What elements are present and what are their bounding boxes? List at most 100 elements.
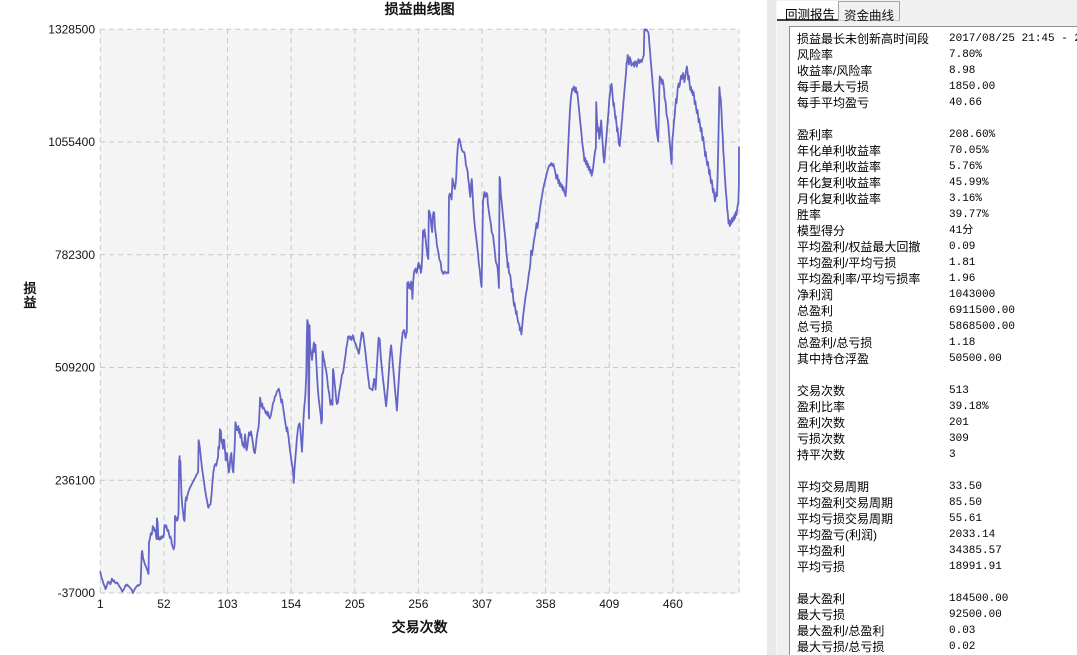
report-row: 盈利比率 39.18%: [790, 399, 1077, 415]
report-row-label: 最大亏损: [797, 608, 846, 622]
report-tabbar: 回测报告 资金曲线: [777, 0, 1077, 23]
report-row-value: 34385.57: [949, 545, 1002, 557]
pnl-curve-chart-panel: -37000 236100 509200 782300 1055400 1328500 1 5…: [23, 1, 740, 635]
y-tick-label: 1055400: [48, 135, 95, 149]
report-row-label: 每手平均盈亏: [797, 96, 870, 110]
report-row-label: 持平次数: [797, 448, 846, 462]
plot-area: [100, 29, 740, 594]
y-axis-label: 损: [23, 281, 36, 296]
report-row-value: 0.02: [949, 641, 976, 653]
report-row-label: 最大盈利: [797, 592, 846, 606]
report-row-value: 5.76%: [949, 161, 983, 173]
report-row-label: 风险率: [797, 48, 834, 62]
report-row: 月化单利收益率 5.76%: [790, 159, 1077, 175]
report-row-label: 总盈利/总亏损: [797, 336, 873, 350]
panel-splitter[interactable]: [766, 0, 777, 655]
report-row-separator: [790, 463, 1077, 479]
report-row-label: 亏损次数: [797, 432, 846, 446]
y-tick-label: 782300: [55, 248, 95, 262]
x-tick-label: 205: [345, 597, 365, 611]
report-row-separator: [790, 575, 1077, 591]
report-row-label: 净利润: [797, 288, 834, 302]
y-tick-label: 1328500: [48, 22, 95, 36]
report-row-label: 最大亏损/总亏损: [797, 640, 885, 654]
report-row-value: 41分: [949, 225, 974, 237]
report-row: 持平次数 3: [790, 447, 1077, 463]
report-row: 每手最大亏损 1850.00: [790, 79, 1077, 95]
y-tick-label: 236100: [55, 473, 95, 487]
report-row-value: 513: [949, 385, 969, 397]
report-row: 每手平均盈亏 40.66: [790, 95, 1077, 111]
x-tick-label: 154: [281, 597, 301, 611]
report-panel: 回测报告 资金曲线 损益最长未创新高时间段 2017/08/25 21:45 - …: [777, 0, 1077, 655]
x-tick-label: 460: [663, 597, 683, 611]
report-row: 平均盈亏(利润) 2033.14: [790, 527, 1077, 543]
report-row: 亏损次数 309: [790, 431, 1077, 447]
report-row: 月化复利收益率 3.16%: [790, 191, 1077, 207]
y-tick-label: 509200: [55, 361, 95, 375]
report-row-label: 年化复利收益率: [797, 176, 882, 190]
report-row: 平均盈利/平均亏损 1.81: [790, 255, 1077, 271]
report-row-separator: [790, 367, 1077, 383]
report-row-label: 模型得分: [797, 224, 846, 238]
report-row: 损益最长未创新高时间段 2017/08/25 21:45 - 2017: [790, 31, 1077, 47]
report-row-value: 2017/08/25 21:45 - 2017: [949, 33, 1077, 45]
report-row-value: 55.61: [949, 513, 983, 525]
report-row-label: 每手最大亏损: [797, 80, 870, 94]
report-row-value: 7.80%: [949, 49, 983, 61]
report-row-value: 39.18%: [949, 401, 989, 413]
report-row-value: 85.50: [949, 497, 983, 509]
x-tick-label: 358: [536, 597, 556, 611]
report-row-label: 盈利比率: [797, 400, 846, 414]
report-row-value: 309: [949, 433, 969, 445]
report-row-value: 184500.00: [949, 593, 1009, 605]
report-row: 最大盈利/总盈利 0.03: [790, 623, 1077, 639]
report-row: 总盈利 6911500.00: [790, 303, 1077, 319]
report-row-label: 损益最长未创新高时间段: [797, 32, 930, 46]
report-row-separator: [790, 111, 1077, 127]
report-row: 平均盈利率/平均亏损率 1.96: [790, 271, 1077, 287]
report-row-label: 月化单利收益率: [797, 160, 882, 174]
report-row: 风险率 7.80%: [790, 47, 1077, 63]
report-row-value: 1.96: [949, 273, 976, 285]
report-row-label: 胜率: [797, 208, 822, 222]
report-row-label: 其中持仓浮盈: [797, 352, 870, 366]
report-row-value: 5868500.00: [949, 321, 1016, 333]
report-row: 年化单利收益率 70.05%: [790, 143, 1077, 159]
chart-title: 损益曲线图: [385, 1, 455, 17]
report-row-label: 平均交易周期: [797, 480, 870, 494]
report-row-value: 0.09: [949, 241, 976, 253]
report-row-value: 8.98: [949, 65, 976, 77]
report-row-value: 2033.14: [949, 529, 996, 541]
report-row-label: 平均盈亏(利润): [797, 528, 877, 542]
report-row: 总盈利/总亏损 1.18: [790, 335, 1077, 351]
report-row-label: 交易次数: [797, 384, 846, 398]
report-row: 净利润 1043000: [790, 287, 1077, 303]
report-row-label: 最大盈利/总盈利: [797, 624, 885, 638]
report-row: 盈利率 208.60%: [790, 127, 1077, 143]
report-row-value: 6911500.00: [949, 305, 1016, 317]
report-row: 模型得分 41分: [790, 223, 1077, 239]
report-row-value: 3.16%: [949, 193, 983, 205]
report-row-value: 18991.91: [949, 561, 1002, 573]
report-row-label: 平均盈利交易周期: [797, 496, 894, 510]
report-row: 平均盈利 34385.57: [790, 543, 1077, 559]
report-row-value: 201: [949, 417, 969, 429]
report-row-label: 平均盈利: [797, 544, 846, 558]
report-row-label: 平均亏损交易周期: [797, 512, 894, 526]
x-tick-label: 52: [157, 597, 171, 611]
tab-equity-curve[interactable]: 资金曲线: [838, 1, 901, 23]
report-row-label: 平均盈利/平均亏损: [797, 256, 897, 270]
report-row: 年化复利收益率 45.99%: [790, 175, 1077, 191]
report-row: 最大亏损/总亏损 0.02: [790, 639, 1077, 655]
report-row-value: 40.66: [949, 97, 983, 109]
tab-backtest-report[interactable]: 回测报告: [777, 1, 844, 22]
report-row: 交易次数 513: [790, 383, 1077, 399]
report-row-label: 月化复利收益率: [797, 192, 882, 206]
report-row-value: 0.03: [949, 625, 976, 637]
report-row-value: 1850.00: [949, 81, 996, 93]
report-row: 平均亏损交易周期 55.61: [790, 511, 1077, 527]
report-row: 最大亏损 92500.00: [790, 607, 1077, 623]
